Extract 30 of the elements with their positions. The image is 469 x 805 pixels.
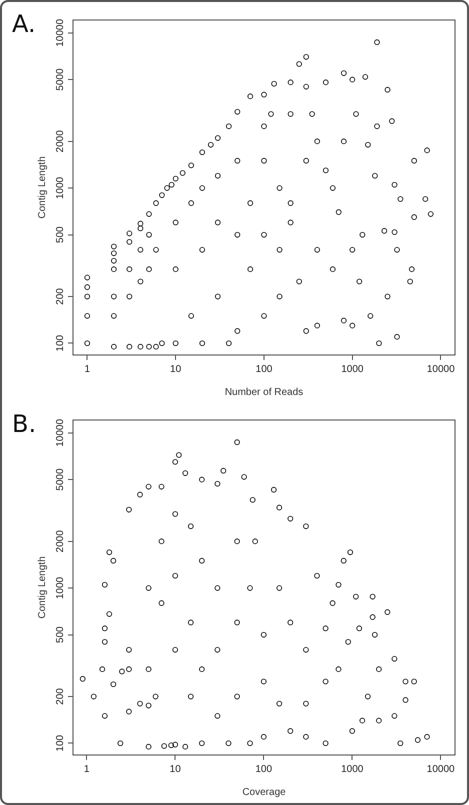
x-tick-label: 1000 [341, 764, 364, 775]
x-tick-label: 10000 [426, 764, 456, 775]
y-tick-label: 2000 [54, 130, 66, 152]
chart-title: B. [12, 410, 36, 438]
x-tick-label: 1 [84, 764, 90, 775]
y-tick-label: 200 [54, 288, 66, 305]
y-tick-label: 5000 [54, 68, 66, 91]
x-tick-label: 10 [170, 364, 182, 375]
y-tick-label: 1000 [54, 576, 66, 600]
x-axis-title: Coverage [242, 786, 286, 798]
x-axis-title: Number of Reads [224, 386, 304, 398]
chart-title: A. [12, 10, 36, 38]
y-tick-label: 1000 [54, 176, 66, 200]
x-tick-label: 10 [170, 764, 182, 775]
x-tick-label: 100 [256, 364, 273, 375]
y-tick-label: 10000 [54, 418, 66, 447]
y-tick-label: 200 [54, 688, 66, 705]
y-tick-label: 2000 [54, 530, 66, 552]
y-tick-label: 500 [54, 626, 66, 644]
y-axis-title: Contig Length [36, 156, 48, 219]
x-tick-label: 100 [255, 764, 272, 775]
x-tick-label: 1 [84, 364, 90, 375]
y-tick-label: 5000 [54, 468, 66, 491]
y-tick-label: 10000 [54, 18, 66, 47]
x-tick-label: 1000 [341, 364, 364, 375]
y-tick-label: 100 [54, 734, 66, 752]
y-tick-label: 100 [54, 334, 66, 352]
x-tick-label: 10000 [426, 364, 456, 375]
y-axis-title: Contig Length [36, 556, 48, 619]
y-tick-label: 500 [54, 226, 66, 244]
